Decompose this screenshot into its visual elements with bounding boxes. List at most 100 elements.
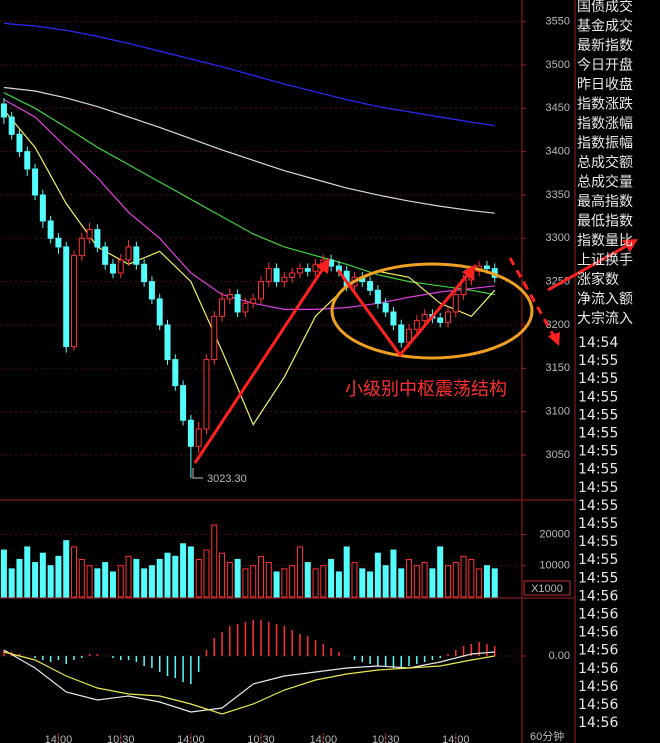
time-label: 14:54	[578, 335, 618, 351]
volume-bar	[343, 546, 350, 598]
arrowhead	[622, 239, 638, 252]
candle-body	[156, 298, 163, 326]
arrow	[336, 269, 472, 358]
volume-bar	[141, 568, 148, 598]
y-tick-label: 3450	[546, 102, 570, 114]
candle-body	[211, 315, 218, 361]
volume-bar	[359, 568, 366, 598]
volume-bar	[429, 568, 436, 598]
candle-body	[265, 268, 272, 283]
volume-bar	[187, 546, 194, 598]
volume-bar	[335, 571, 342, 598]
candle-body	[398, 324, 405, 343]
volume-bar	[203, 549, 210, 598]
side-label: 最低指数	[577, 214, 633, 230]
volume-bar	[133, 558, 140, 598]
volume-bar	[211, 524, 218, 598]
volume-bar	[265, 562, 272, 598]
y-tick-label: 20000	[539, 528, 570, 540]
candle-body	[312, 263, 319, 272]
candle-body	[172, 359, 179, 387]
y-tick-label: 3400	[546, 146, 570, 158]
candle-body	[258, 281, 264, 300]
volume-bar	[117, 565, 124, 598]
volume-bar	[273, 571, 280, 598]
time-label: 14:56	[578, 679, 618, 695]
volume-bar	[367, 571, 374, 598]
line	[3, 109, 496, 426]
x-tick-label: 10:30	[247, 734, 275, 743]
volume-bar	[109, 571, 116, 598]
time-label: 14:56	[578, 643, 618, 659]
candle-body	[195, 428, 202, 447]
x-tick-label: 14:00	[177, 734, 205, 743]
volume-bar	[374, 552, 381, 598]
candle-body	[452, 294, 459, 313]
candle-body	[304, 268, 311, 272]
time-label: 14:55	[578, 552, 618, 568]
volume-bar	[312, 568, 319, 598]
volume-bar	[16, 558, 23, 598]
volume-bar	[24, 546, 31, 598]
side-label: 指数量比	[577, 233, 633, 249]
candle-body	[117, 259, 124, 274]
volume-bar	[382, 565, 389, 598]
candle-body	[296, 268, 303, 274]
time-label: 14:56	[578, 697, 618, 713]
candle-body	[78, 237, 85, 257]
volume-bar	[242, 568, 249, 598]
candle-body	[281, 276, 288, 283]
x-tick-label: 14:00	[442, 734, 470, 743]
candle-body	[55, 237, 62, 248]
candle-body	[180, 385, 187, 421]
candle-body	[273, 268, 280, 283]
volume-bar	[94, 568, 101, 598]
side-label: 最新指数	[577, 38, 633, 54]
volume-bar	[78, 558, 85, 598]
time-label: 14:55	[578, 498, 618, 514]
line	[3, 649, 495, 713]
side-label: 指数涨幅	[577, 116, 633, 132]
candle-body	[390, 311, 397, 326]
arrowhead	[462, 264, 476, 280]
side-label: 涨家数	[577, 271, 619, 288]
candle-body	[125, 246, 132, 261]
annotation: 小级别中枢震荡结构	[345, 379, 507, 400]
candle-body	[242, 302, 249, 313]
volume-bar	[483, 565, 490, 598]
candle-body	[24, 151, 31, 170]
time-label: 14:55	[578, 444, 618, 460]
y-tick-label: 3350	[546, 189, 570, 201]
candle-body	[421, 314, 428, 322]
candle-body	[86, 229, 93, 239]
side-label: 指数振幅	[577, 136, 633, 152]
volume-bar	[413, 565, 420, 598]
line	[3, 99, 495, 310]
candle-body	[382, 302, 389, 313]
candle-body	[32, 168, 39, 196]
candle-body	[133, 246, 140, 265]
candle-body	[71, 255, 78, 348]
volume-bar	[320, 565, 327, 598]
candle-body	[187, 419, 194, 447]
volume-bar	[156, 558, 163, 598]
volume-bar	[195, 558, 202, 598]
volume-bar	[328, 558, 335, 598]
volume-bar	[460, 555, 467, 598]
y-tick-label: 3550	[546, 16, 570, 28]
arrow	[193, 263, 328, 464]
volume-bar	[468, 558, 475, 598]
y-tick-label: 3500	[546, 59, 570, 71]
side-label: 总成交额	[577, 154, 633, 171]
time-label: 14:55	[578, 516, 618, 532]
candle-body	[289, 272, 296, 278]
low-label: 3023.30	[207, 473, 247, 485]
time-label: 14:55	[578, 407, 618, 423]
volume-bar	[172, 555, 179, 598]
line	[3, 651, 495, 715]
time-label: 14:56	[578, 715, 618, 731]
y-tick-label: 3050	[546, 449, 570, 461]
unit-box	[523, 580, 571, 596]
y-tick-label: 3150	[546, 362, 570, 374]
